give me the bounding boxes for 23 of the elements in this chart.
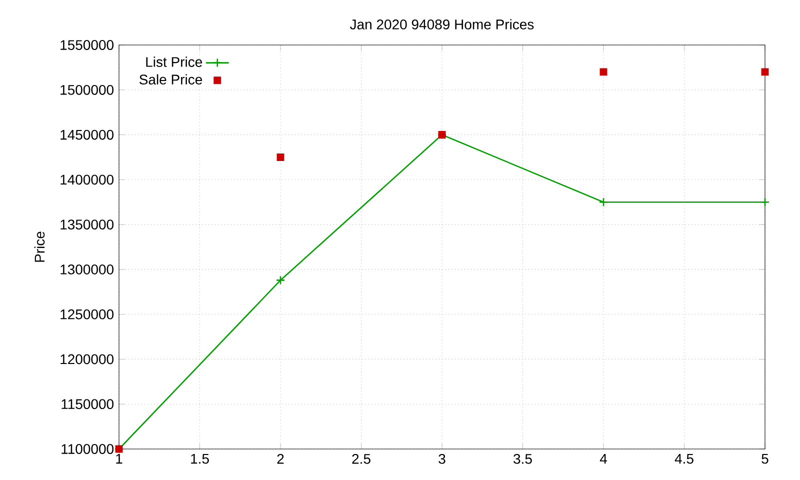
x-tick-label: 4 — [600, 454, 607, 464]
chart-title: Jan 2020 94089 Home Prices — [350, 19, 534, 30]
y-axis-title: Price — [34, 232, 45, 262]
legend-label: List Price — [146, 56, 202, 67]
x-tick-label: 1 — [116, 454, 122, 464]
y-tick-label: 1550000 — [60, 40, 114, 50]
y-tick-label: 1100000 — [62, 444, 114, 454]
x-tick-label: 4.5 — [674, 454, 694, 464]
y-tick-label: 1300000 — [60, 264, 114, 274]
y-tick-label: 1350000 — [60, 220, 114, 230]
x-tick-label: 3.5 — [514, 454, 532, 464]
x-tick-label: 2.5 — [352, 454, 370, 464]
y-tick-label: 1400000 — [60, 174, 114, 185]
y-tick-label: 1500000 — [60, 84, 114, 95]
x-tick-label: 2 — [277, 454, 284, 464]
x-tick-label: 1.5 — [191, 454, 209, 464]
y-tick-label: 1200000 — [60, 354, 114, 364]
y-tick-label: 1150000 — [62, 399, 114, 410]
x-tick-label: 3 — [438, 454, 446, 464]
y-tick-label: 1250000 — [60, 309, 114, 320]
legend-label: Sale Price — [139, 74, 202, 85]
y-tick-label: 1450000 — [60, 130, 114, 140]
x-tick-label: 5 — [762, 454, 768, 464]
